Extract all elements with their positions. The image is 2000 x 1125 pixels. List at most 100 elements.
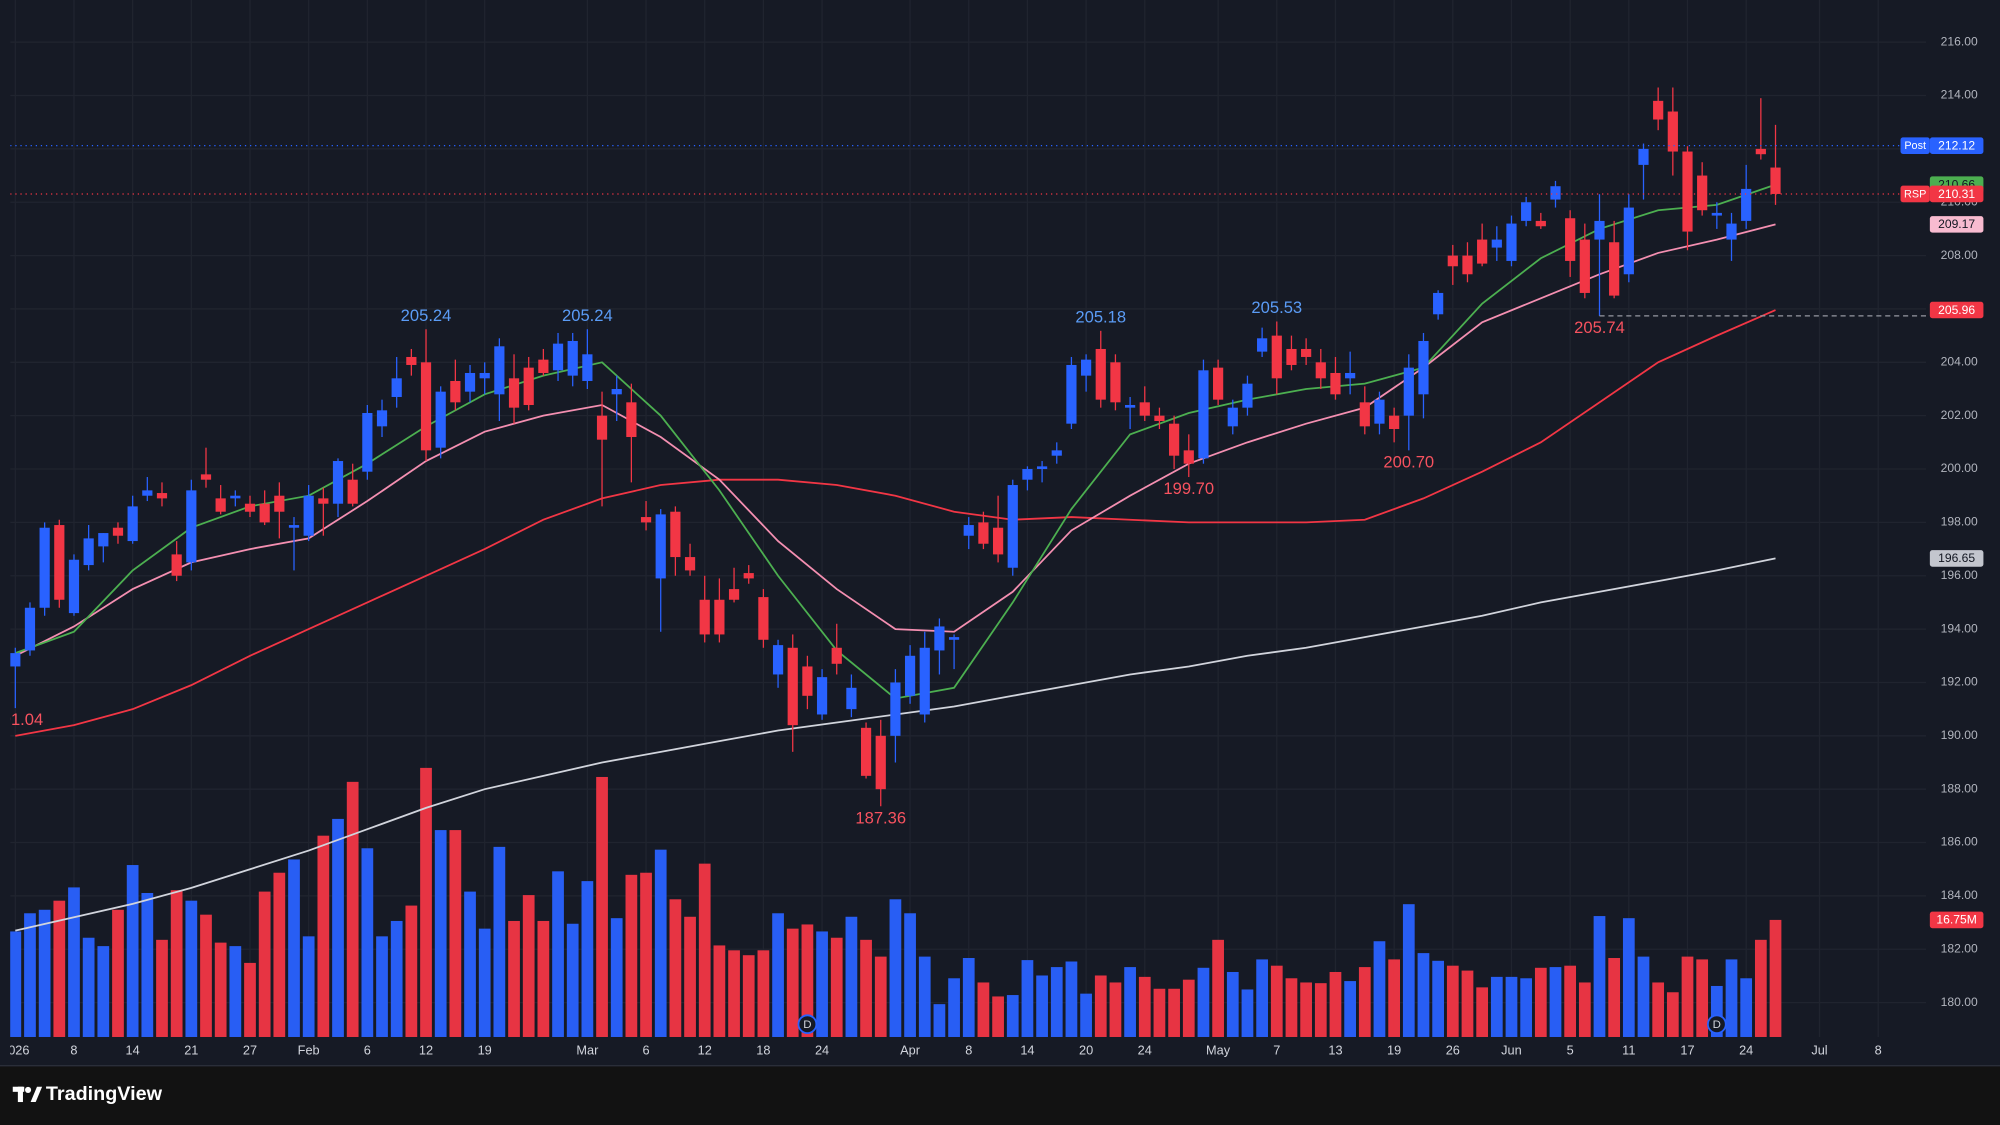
candle-body	[274, 495, 285, 512]
candle-body	[1345, 372, 1356, 379]
candle-body	[1711, 212, 1722, 216]
x-tick-label: 6	[642, 1042, 649, 1057]
volume-bar	[1358, 967, 1371, 1037]
volume-bar	[1754, 939, 1767, 1037]
candle-body	[978, 522, 989, 544]
candle-body	[1697, 175, 1708, 211]
price-badge	[1929, 137, 1984, 154]
volume-bar	[82, 937, 95, 1037]
candle-body	[420, 362, 432, 451]
candle-body	[1051, 450, 1062, 456]
volume-bar	[390, 920, 403, 1037]
candle-body	[1403, 367, 1414, 416]
candle-body	[1389, 415, 1400, 430]
volume-bar	[156, 939, 168, 1037]
candle-body	[1550, 186, 1561, 200]
volume-bar	[904, 913, 916, 1037]
volume-bar	[141, 893, 154, 1037]
y-tick-label: 196.00	[1941, 568, 1978, 582]
volume-bar	[522, 895, 535, 1037]
volume-bar	[332, 818, 344, 1037]
volume-bar	[1402, 904, 1415, 1037]
volume-bar	[757, 950, 770, 1037]
volume-bar	[376, 936, 388, 1037]
x-tick-label: 13	[1328, 1042, 1342, 1057]
volume-bar	[1021, 960, 1034, 1037]
volume-bar	[1197, 967, 1210, 1037]
candle-body	[435, 391, 446, 448]
candle-body	[1271, 335, 1282, 379]
candle-body	[1242, 383, 1253, 408]
candle-body	[714, 599, 725, 635]
candle-body	[1095, 348, 1106, 400]
badge-name	[1900, 185, 1930, 203]
candle-body	[1682, 151, 1693, 232]
price-annotation: 205.24	[401, 306, 452, 325]
candle-body	[816, 677, 828, 715]
candle-body	[1653, 100, 1664, 120]
volume-bar	[10, 931, 22, 1037]
x-tick-label: 12	[419, 1042, 433, 1057]
volume-bar	[1036, 975, 1048, 1037]
candle-body	[1036, 466, 1048, 470]
volume-bar	[1740, 978, 1753, 1037]
candle-body	[963, 525, 974, 536]
candle-body	[684, 557, 696, 571]
candle-body	[1301, 348, 1312, 357]
candle-body	[112, 527, 124, 536]
volume-bar	[669, 899, 682, 1037]
volume-bar	[1065, 961, 1078, 1037]
candle-body	[582, 354, 593, 381]
candle-body	[288, 525, 300, 528]
volume-bar	[1270, 965, 1283, 1037]
volume-bar	[1564, 965, 1577, 1037]
volume-bar	[258, 891, 271, 1037]
candle-body	[171, 554, 182, 576]
x-tick-label: 26	[1446, 1042, 1460, 1057]
volume-bar	[581, 881, 594, 1037]
volume-bar	[772, 913, 784, 1037]
volume-bar	[1446, 965, 1459, 1037]
price-badge-label: 209.17	[1938, 217, 1975, 231]
x-tick-label: Feb	[298, 1042, 320, 1057]
candle-body	[1110, 362, 1121, 403]
x-tick-label: 24	[815, 1042, 829, 1057]
candle-body	[1257, 338, 1268, 352]
candle-body	[934, 626, 945, 651]
volume-bar	[1681, 956, 1694, 1037]
candle-body	[1609, 242, 1620, 296]
x-tick-label: 24	[1138, 1042, 1152, 1057]
candle-body	[406, 356, 417, 365]
price-badge-label: 196.65	[1938, 551, 1975, 565]
y-tick-label: 194.00	[1941, 621, 1978, 635]
volume-bar	[1050, 967, 1063, 1037]
candle-body	[508, 378, 520, 408]
volume-bar	[1344, 981, 1356, 1037]
candle-body	[552, 343, 564, 371]
volume-bar	[1241, 989, 1254, 1037]
candle-body	[992, 527, 1004, 555]
event-marker	[1707, 1014, 1727, 1035]
candle-body	[875, 735, 886, 790]
volume-bar	[508, 920, 520, 1037]
y-tick-label: 184.00	[1941, 888, 1978, 902]
volume-bar	[273, 872, 286, 1037]
candle-body	[1227, 407, 1238, 427]
volume-bar	[1212, 939, 1224, 1037]
candle-body	[98, 533, 109, 547]
volume-bar	[1256, 959, 1268, 1037]
volume-bar	[610, 918, 623, 1037]
candle-body	[1770, 167, 1781, 194]
x-tick-label: Jun	[1501, 1042, 1522, 1057]
x-tick-label: 19	[1387, 1042, 1401, 1057]
volume-bar	[405, 905, 418, 1037]
volume-bar	[845, 916, 858, 1037]
volume-bar	[654, 849, 667, 1037]
volume-bar	[816, 931, 828, 1037]
volume-bar	[1138, 976, 1151, 1037]
candle-body	[626, 402, 637, 438]
candle-body	[670, 511, 681, 558]
candle-body	[1565, 218, 1576, 261]
